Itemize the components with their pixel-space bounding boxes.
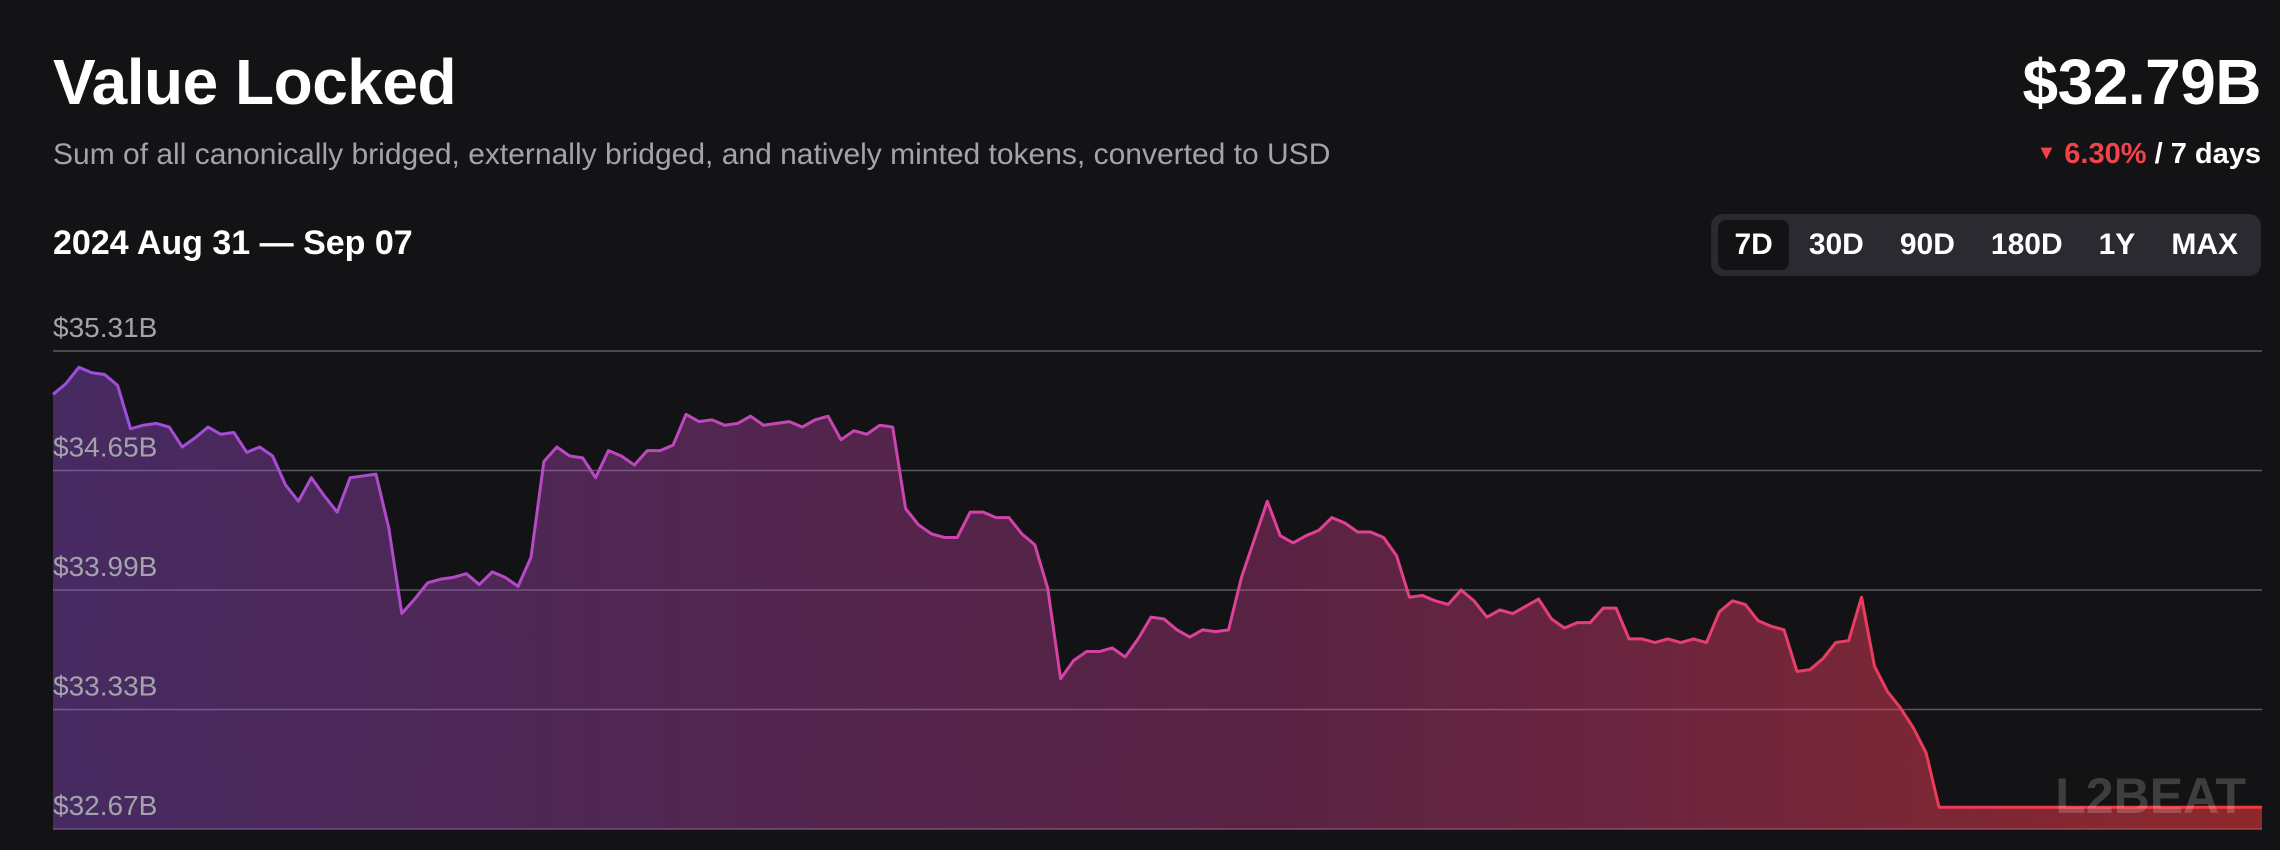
change-period: / 7 days: [2154, 138, 2261, 170]
tab-1y[interactable]: 1Y: [2098, 228, 2136, 261]
series-line: [52, 365, 2262, 809]
current-value: $32.79B: [2022, 46, 2262, 118]
change-indicator: ▼ 6.30% / 7 days: [2037, 140, 2262, 169]
area-layer: [52, 365, 2262, 829]
down-arrow-icon: ▼: [2036, 142, 2057, 164]
y-tick-label: $33.33B: [53, 671, 157, 702]
page-subtitle: Sum of all canonically bridged, external…: [53, 138, 1331, 171]
change-percent: 6.30%: [2064, 138, 2147, 170]
range-tabs: 7D 30D 90D 180D 1Y MAX: [1711, 214, 2261, 276]
tab-180d[interactable]: 180D: [1990, 228, 2063, 261]
tab-max[interactable]: MAX: [2171, 228, 2238, 261]
series-area: [53, 367, 2262, 829]
tab-30d[interactable]: 30D: [1808, 228, 1864, 261]
watermark-logo: L2BEAT: [2055, 768, 2246, 824]
tab-90d[interactable]: 90D: [1899, 228, 1955, 261]
y-tick-label: $35.31B: [53, 312, 157, 343]
y-tick-label: $32.67B: [53, 790, 157, 821]
y-tick-label: $33.99B: [53, 551, 157, 582]
page-title: Value Locked: [53, 46, 457, 118]
y-axis: $35.31B $34.65B $33.99B $33.33B $32.67B: [53, 312, 157, 821]
y-tick-label: $34.65B: [53, 432, 157, 463]
date-range: 2024 Aug 31 — Sep 07: [53, 224, 413, 262]
tab-7d[interactable]: 7D: [1718, 220, 1789, 270]
